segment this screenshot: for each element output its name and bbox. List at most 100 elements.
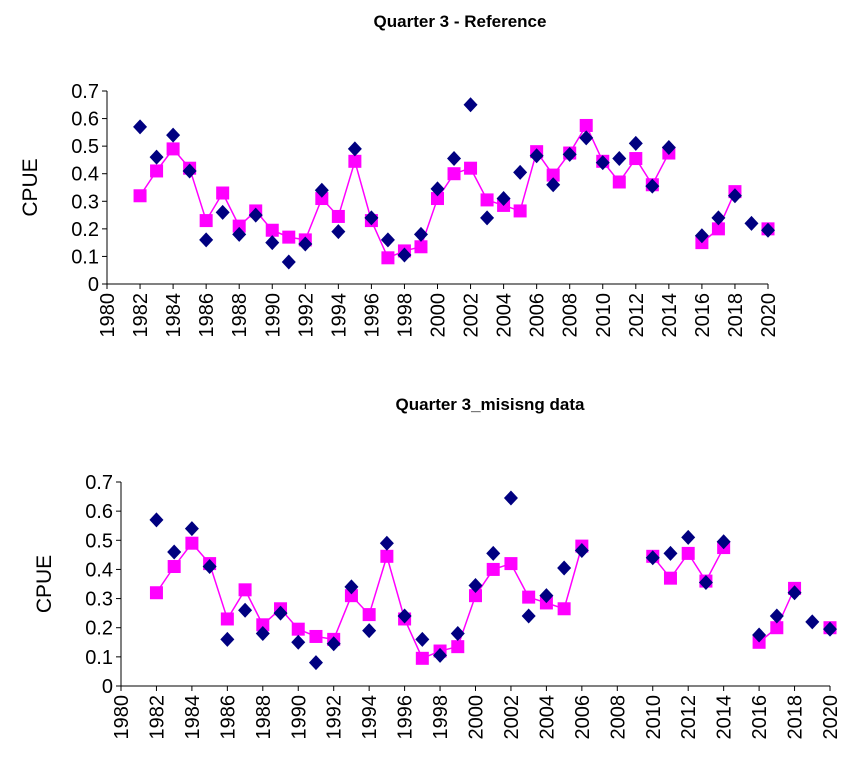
x-tick-label: 1982	[130, 293, 152, 338]
diamond-marker	[238, 602, 253, 618]
square-marker	[166, 142, 180, 156]
x-tick-label: 2010	[593, 293, 615, 338]
diamond-marker	[314, 182, 329, 198]
diamond-marker	[529, 148, 544, 164]
square-marker	[504, 557, 518, 571]
y-tick-label: 0.4	[85, 559, 113, 581]
x-tick-label: 1992	[295, 293, 317, 338]
x-tick-label: 2008	[607, 695, 629, 740]
y-tick-label: 0.1	[71, 246, 99, 268]
diamond-marker	[255, 626, 270, 642]
diamond-marker	[513, 164, 528, 180]
diamond-marker	[232, 226, 247, 242]
diamond-marker	[546, 177, 561, 193]
x-tick-label: 2014	[714, 695, 736, 740]
x-tick-label: 2018	[785, 695, 807, 740]
diamond-marker	[463, 97, 478, 113]
diamond-marker	[681, 529, 696, 545]
diamond-marker	[149, 149, 164, 165]
diamond-marker	[823, 621, 837, 637]
diamond-marker	[184, 521, 199, 537]
x-tick-label: 1990	[262, 293, 284, 338]
square-marker	[380, 549, 394, 563]
square-marker	[480, 193, 494, 207]
diamond-marker	[486, 545, 501, 561]
diamond-marker	[787, 585, 802, 601]
diamond-marker	[521, 608, 536, 624]
x-tick-label: 2002	[461, 293, 483, 338]
diamond-marker	[326, 636, 341, 652]
diamond-marker	[273, 605, 288, 621]
y-tick-label: 0.2	[71, 219, 99, 241]
x-tick-label: 2006	[527, 293, 549, 338]
x-tick-label: 1994	[359, 695, 381, 740]
diamond-marker	[166, 127, 181, 143]
diamond-marker	[694, 228, 709, 244]
diamond-marker	[574, 542, 589, 558]
y-axis-label: CPUE	[33, 555, 56, 613]
x-tick-label: 1988	[253, 695, 275, 740]
square-marker	[451, 640, 465, 654]
square-marker	[220, 612, 234, 626]
diamond-marker	[380, 232, 395, 248]
y-tick-label: 0.7	[71, 81, 99, 103]
diamond-marker	[433, 647, 448, 663]
y-tick-label: 0.5	[71, 136, 99, 158]
square-marker	[579, 118, 593, 132]
diamond-marker	[265, 235, 280, 251]
diamond-marker	[149, 512, 164, 528]
square-marker	[291, 622, 305, 636]
square-marker	[629, 152, 643, 166]
diamond-marker	[344, 579, 359, 595]
square-marker	[557, 602, 571, 616]
square-marker	[216, 186, 230, 200]
square-marker	[414, 240, 428, 254]
square-marker	[238, 583, 252, 597]
x-tick-label: 1980	[111, 695, 133, 740]
diamond-marker	[595, 155, 610, 171]
diamond-marker	[752, 627, 767, 643]
x-tick-label: 1996	[395, 695, 417, 740]
y-tick-label: 0.7	[85, 472, 113, 494]
x-tick-label: 1984	[163, 293, 185, 338]
diamond-marker	[447, 151, 462, 167]
chart-title: Quarter 3 - Reference	[374, 12, 547, 31]
square-marker	[681, 546, 695, 560]
square-marker	[331, 209, 345, 223]
x-tick-label: 2012	[626, 293, 648, 338]
square-marker	[282, 230, 296, 244]
square-marker	[149, 586, 163, 600]
diamond-marker	[450, 626, 465, 642]
square-marker	[315, 192, 329, 206]
diamond-marker	[557, 560, 572, 576]
diamond-marker	[220, 631, 235, 647]
square-marker	[362, 608, 376, 622]
diamond-marker	[215, 204, 230, 220]
diamond-marker	[248, 207, 263, 223]
x-tick-label: 1998	[394, 293, 416, 338]
x-tick-label: 2020	[820, 695, 841, 740]
diamond-marker	[182, 163, 197, 179]
diamond-marker	[347, 141, 362, 157]
diamond-marker	[298, 236, 313, 252]
x-tick-label: 1982	[146, 695, 168, 740]
x-tick-label: 1988	[229, 293, 251, 338]
diamond-marker	[291, 634, 306, 650]
x-tick-label: 1998	[430, 695, 452, 740]
diamond-marker	[716, 534, 731, 550]
diamond-marker	[698, 575, 713, 591]
diamond-marker	[539, 588, 554, 604]
x-tick-label: 1980	[97, 293, 119, 338]
diamond-marker	[415, 631, 430, 647]
diamond-marker	[379, 535, 394, 551]
y-axis-label: CPUE	[19, 158, 42, 216]
y-tick-label: 0.3	[71, 191, 99, 213]
y-tick-label: 0.5	[85, 530, 113, 552]
chart-title: Quarter 3_misisng data	[396, 395, 586, 414]
x-tick-label: 2020	[758, 293, 780, 338]
diamond-marker	[281, 254, 296, 270]
x-tick-label: 2016	[692, 293, 714, 338]
x-tick-label: 2016	[749, 695, 771, 740]
square-marker	[348, 154, 362, 168]
x-tick-label: 1992	[324, 695, 346, 740]
